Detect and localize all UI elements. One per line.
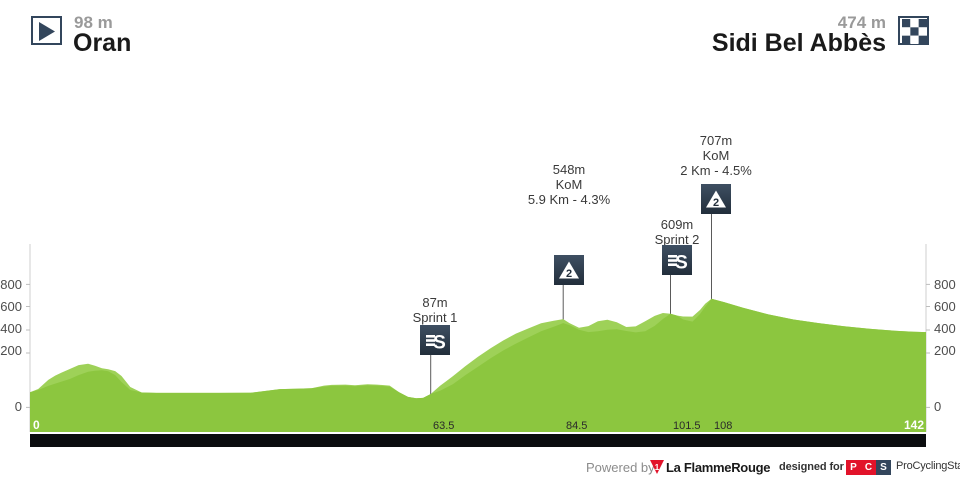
svg-text:2: 2 <box>566 268 572 280</box>
svg-text:400: 400 <box>934 321 956 336</box>
svg-text:800: 800 <box>934 277 956 292</box>
svg-text:600: 600 <box>0 299 22 314</box>
svg-text:S: S <box>675 253 688 274</box>
svg-text:101.5: 101.5 <box>673 420 701 432</box>
svg-text:200: 200 <box>934 343 956 358</box>
svg-text:2: 2 <box>713 197 719 209</box>
svg-text:1: 1 <box>655 463 660 472</box>
svg-text:S: S <box>433 333 446 354</box>
svg-text:84.5: 84.5 <box>566 420 587 432</box>
svg-text:0: 0 <box>33 418 40 432</box>
svg-text:142: 142 <box>904 418 924 432</box>
svg-text:63.5: 63.5 <box>433 420 454 432</box>
svg-text:600: 600 <box>934 299 956 314</box>
svg-text:0: 0 <box>934 399 941 414</box>
svg-text:108: 108 <box>714 420 732 432</box>
svg-text:400: 400 <box>0 321 22 336</box>
svg-text:800: 800 <box>0 277 22 292</box>
svg-text:200: 200 <box>0 343 22 358</box>
svg-text:0: 0 <box>15 399 22 414</box>
